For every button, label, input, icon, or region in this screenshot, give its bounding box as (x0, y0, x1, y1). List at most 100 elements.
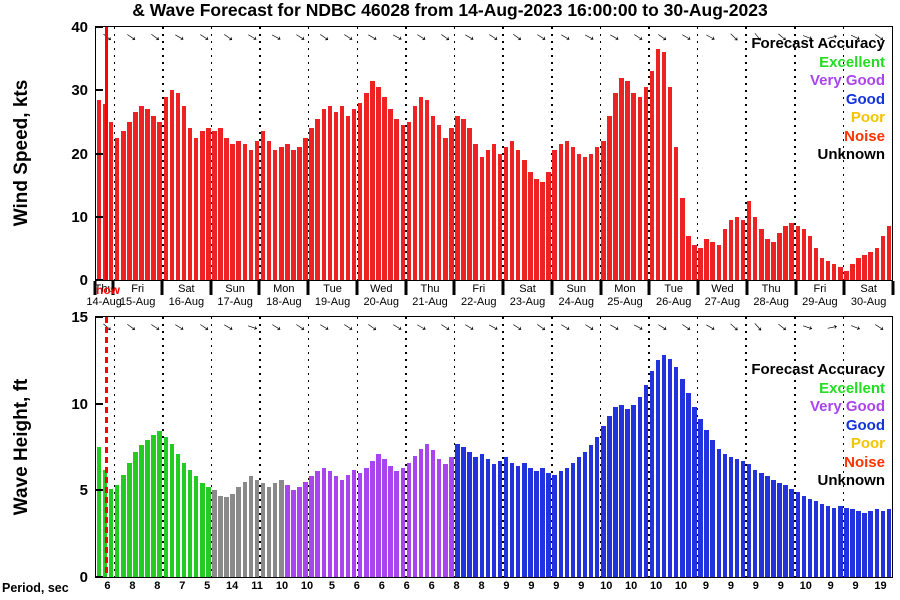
wave-height-bar (254, 479, 260, 577)
wind-speed-bar (303, 137, 308, 280)
wind-speed-bar (108, 121, 114, 280)
wind-speed-bar (315, 118, 320, 280)
day-tick-mark (209, 281, 213, 295)
wind-speed-bar (856, 257, 861, 280)
day-gridline (210, 317, 213, 577)
day-tick-mark (501, 281, 505, 295)
wind-speed-bar (418, 96, 424, 280)
wind-speed-bar (759, 229, 764, 280)
wind-direction-arrow: → (145, 314, 168, 338)
day-tick-mark (404, 281, 408, 295)
y-tick-mark (96, 26, 103, 28)
wind-speed-bar (534, 178, 539, 280)
wave-height-bar (157, 431, 162, 577)
wind-speed-bar (880, 235, 886, 280)
wave-height-bar (631, 405, 636, 577)
wave-height-bar (704, 429, 709, 577)
wind-speed-bar (291, 150, 296, 280)
wind-speed-bar (497, 153, 503, 280)
y-tick-label: 0 (79, 569, 88, 586)
wave-height-bar (139, 445, 144, 577)
wave-height-bar (503, 457, 509, 577)
wind-speed-bar (686, 235, 691, 280)
day-label: Wed 20-Aug (364, 283, 399, 308)
day-gridline (113, 27, 116, 280)
wind-speed-bar (96, 99, 102, 280)
wind-speed-bar (345, 115, 351, 280)
day-label: Sun 24-Aug (558, 283, 593, 308)
period-value: 9 (852, 580, 859, 592)
wind-speed-bar (412, 106, 418, 280)
day-gridline (842, 27, 845, 280)
wind-speed-bar (102, 104, 108, 280)
now-line (105, 317, 108, 577)
period-value: 10 (649, 580, 663, 592)
wave-height-bar (467, 452, 472, 577)
wave-height-bar (637, 396, 642, 577)
wave-height-bar (200, 483, 205, 577)
wind-direction-arrow: → (821, 315, 842, 336)
day-date: 15-Aug (119, 295, 156, 308)
wave-height-bar (546, 473, 551, 577)
wind-direction-arrow: → (772, 313, 796, 338)
wind-speed-panel: Forecast Accuracy Excellent Very Good Good P… (95, 24, 893, 281)
wind-speed-bar (248, 150, 254, 280)
day-tick-mark (599, 281, 603, 295)
wind-speed-bar (437, 125, 442, 280)
wind-speed-bar (187, 128, 193, 280)
day-date: 14-Aug (86, 295, 122, 308)
wave-height-bar (193, 476, 199, 577)
day-gridline (794, 27, 796, 280)
wind-direction-arrow: → (193, 24, 217, 48)
day-date: 20-Aug (363, 295, 400, 308)
day-of-week: Mon (614, 283, 636, 295)
day-date: 17-Aug (217, 295, 253, 308)
wind-speed-bar (819, 257, 825, 280)
wind-speed-bar (528, 172, 533, 280)
wave-height-bar (643, 384, 649, 577)
wind-speed-bar (443, 137, 448, 280)
day-date: 21-Aug (412, 295, 448, 308)
period-value: 10 (300, 580, 314, 592)
day-tick-mark (355, 281, 359, 295)
day-gridline (210, 27, 213, 280)
day-tick-mark (745, 281, 749, 295)
wind-speed-bar (594, 147, 600, 280)
wind-direction-arrow: → (579, 24, 602, 47)
y-tick-mark (96, 215, 103, 218)
wind-direction-arrow: → (700, 314, 723, 337)
legend-entry-excellent: Excellent (819, 379, 885, 397)
wind-speed-bar (570, 147, 576, 280)
wave-height-bar (339, 479, 345, 577)
wave-height-bar (327, 471, 333, 577)
day-gridline (696, 27, 699, 280)
wind-speed-bar (740, 219, 746, 280)
wind-speed-bar (181, 106, 187, 280)
wind-speed-bar (734, 216, 740, 280)
wave-height-bar (570, 462, 576, 577)
wave-height-bar (163, 436, 169, 577)
wave-height-bar (746, 464, 752, 577)
wave-height-bar (667, 358, 673, 577)
wave-height-bar (613, 407, 618, 577)
wind-direction-arrow: → (362, 314, 386, 338)
day-gridline (842, 317, 845, 577)
wind-speed-bar (461, 118, 466, 280)
day-of-week: Sun (225, 283, 245, 295)
wave-height-bar (844, 507, 849, 577)
day-label: Tue 26-Aug (656, 283, 691, 308)
wind-speed-bar (430, 115, 436, 280)
wave-height-bar (722, 453, 728, 577)
wave-height-bar (607, 415, 612, 577)
wave-height-bar (315, 471, 320, 577)
wave-height-bar (473, 457, 478, 577)
day-of-week: Sat (178, 283, 195, 295)
day-of-week: Thu (94, 283, 114, 295)
wind-direction-arrow: → (458, 24, 482, 47)
wave-height-bar (309, 476, 314, 577)
wave-height-bar (230, 493, 235, 577)
wind-speed-bar (309, 128, 314, 280)
day-tick-mark (257, 281, 261, 295)
wind-speed-bar (588, 153, 594, 280)
period-value: 8 (154, 580, 161, 592)
